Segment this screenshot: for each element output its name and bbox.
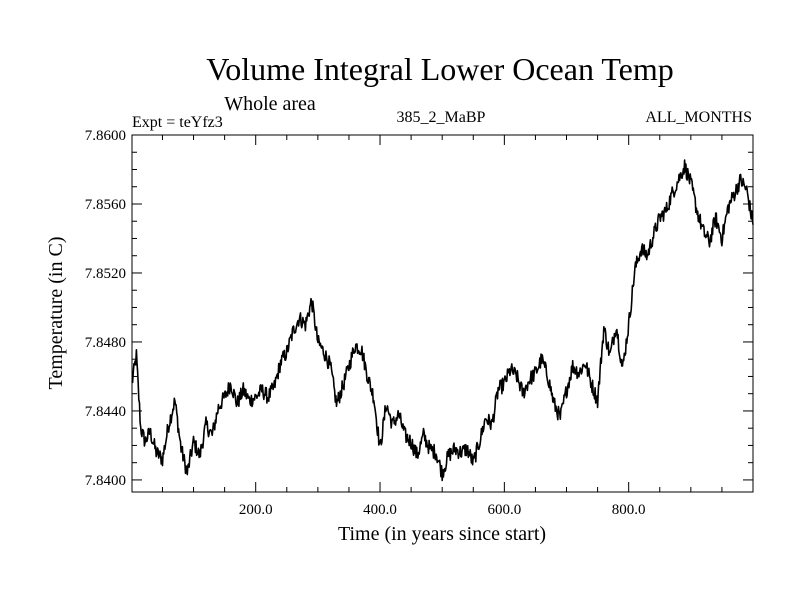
y-tick-label: 7.8480 [85,335,126,351]
plot-frame [131,134,754,493]
x-tick-label: 800.0 [612,502,646,518]
axis-tick-labels: 200.0 400.0 600.0 800.0 7.8400 7.8440 7.8480 7.… [85,128,646,518]
period-label: 385_2_MaBP [397,109,486,126]
experiment-label: Expt = teYfz3 [132,114,223,131]
y-tick-label: 7.8400 [85,473,126,489]
x-axis-label: Time (in years since start) [338,523,546,545]
y-tick-label: 7.8440 [85,404,126,420]
x-tick-label: 200.0 [239,502,273,518]
axis-ticks [132,134,753,492]
months-label: ALL_MONTHS [645,109,752,126]
y-tick-label: 7.8520 [85,266,126,282]
chart-title: Volume Integral Lower Ocean Temp [206,51,674,87]
series-line-temperature [131,159,754,482]
x-tick-label: 600.0 [487,502,521,518]
y-tick-label: 7.8600 [85,128,126,144]
y-axis-label: Temperature (in C) [45,237,67,390]
x-tick-label: 400.0 [363,502,397,518]
chart-subtitle: Whole area [224,93,316,115]
y-tick-label: 7.8560 [85,197,126,213]
